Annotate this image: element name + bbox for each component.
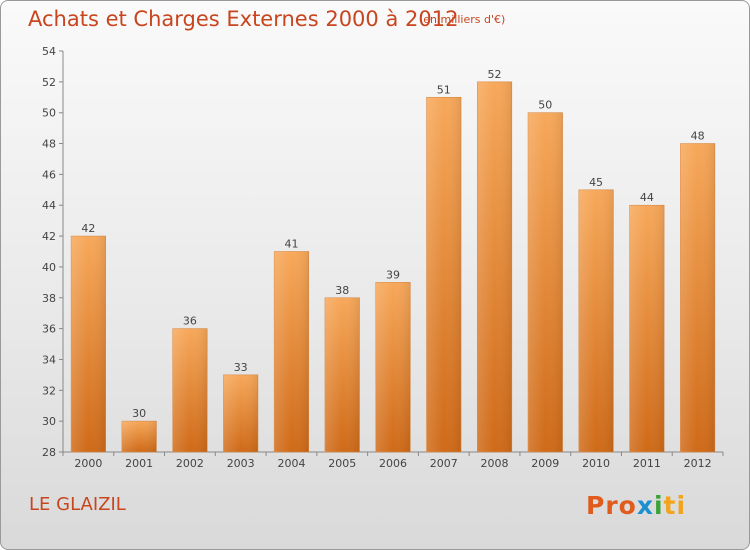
bar-value-label: 45: [589, 176, 603, 189]
y-tick-label: 40: [42, 261, 56, 274]
y-tick-label: 36: [42, 323, 56, 336]
bar-shine: [274, 251, 309, 452]
bar-value-label: 42: [81, 222, 95, 235]
logo-part: i: [653, 491, 664, 520]
bar-shine: [528, 112, 563, 452]
x-tick-label: 2003: [227, 457, 255, 470]
bar-value-label: 41: [284, 238, 298, 251]
bar-value-label: 51: [437, 83, 451, 96]
y-tick-label: 44: [42, 199, 56, 212]
logo-part: x: [636, 491, 654, 520]
bar-value-label: 38: [335, 284, 349, 297]
bar-shine: [629, 205, 665, 452]
x-tick-label: 2004: [277, 457, 305, 470]
x-tick-label: 2005: [328, 457, 356, 470]
y-tick-label: 42: [42, 230, 56, 243]
bar-value-label: 50: [538, 99, 552, 112]
bar-value-label: 52: [488, 68, 502, 81]
bar-series: [70, 81, 716, 453]
x-axis: 2000 2001 2002 2003 2004 2005 2006 2007 2008 2009…: [62, 451, 724, 470]
y-tick-label: 46: [42, 168, 56, 181]
bar-shine: [324, 297, 360, 452]
x-tick-label: 2001: [125, 457, 153, 470]
bar-value-label: 36: [183, 315, 197, 328]
y-tick-label: 48: [42, 138, 56, 151]
x-tick-label: 2010: [582, 457, 610, 470]
bar-value-label: 48: [691, 130, 705, 143]
y-tick-label: 52: [42, 76, 56, 89]
x-tick-label: 2011: [633, 457, 661, 470]
bar-value-label: 30: [132, 407, 146, 420]
bar-shine: [680, 143, 715, 453]
bar-shine: [121, 421, 157, 452]
y-tick-label: 34: [42, 353, 56, 366]
y-tick-label: 54: [42, 45, 56, 58]
proxiti-logo: Proxiti: [586, 491, 686, 520]
x-tick-label: 2006: [379, 457, 407, 470]
bar-shine: [172, 328, 208, 452]
value-labels: 42 30 36 33 41 38 39 51 52 50 45 44 48: [81, 68, 704, 420]
y-tick-label: 38: [42, 292, 56, 305]
chart-title: Achats et Charges Externes 2000 à 2012: [28, 7, 459, 31]
x-tick-label: 2000: [74, 457, 102, 470]
y-tick-label: 28: [42, 446, 56, 459]
x-tick-label: 2012: [684, 457, 712, 470]
bar-shine: [578, 189, 614, 453]
bar-value-label: 33: [234, 361, 248, 374]
bar-value-label: 44: [640, 191, 654, 204]
bar-shine: [223, 374, 258, 452]
x-tick-label: 2009: [531, 457, 559, 470]
x-tick-label: 2008: [481, 457, 509, 470]
chart-subtitle: (en milliers d'€): [419, 13, 506, 26]
y-tick-label: 32: [42, 384, 56, 397]
logo-part: ti: [663, 491, 687, 520]
bar-shine: [375, 282, 411, 452]
bar-shine: [71, 236, 106, 452]
logo-part: Pro: [586, 491, 637, 520]
y-tick-label: 50: [42, 107, 56, 120]
bar-value-label: 39: [386, 268, 400, 281]
bar-shine: [477, 81, 512, 452]
x-tick-label: 2007: [430, 457, 458, 470]
bar-shine: [426, 97, 462, 453]
y-tick-label: 30: [42, 415, 56, 428]
x-tick-label: 2002: [176, 457, 204, 470]
city-name: LE GLAIZIL: [29, 494, 126, 515]
y-axis: 28 30 32 34 36 38 40 42 44 46 48 50 52 54: [42, 45, 64, 459]
